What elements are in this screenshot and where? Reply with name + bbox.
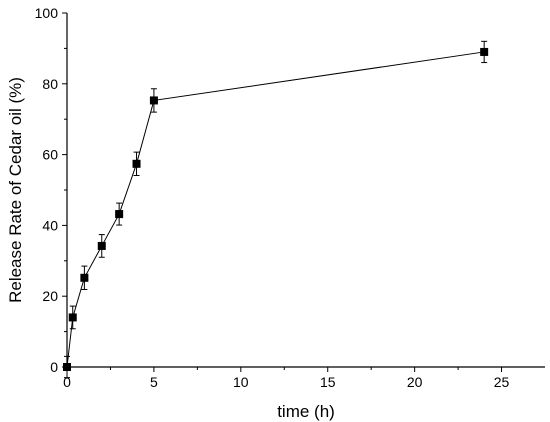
- x-tick-label: 5: [150, 374, 158, 390]
- y-tick-label: 20: [42, 288, 58, 304]
- y-ticks: 0 20 40 60 80 100: [35, 5, 67, 375]
- y-axis-title: Release Rate of Cedar oil (%): [6, 77, 25, 303]
- plot-area: [63, 40, 489, 379]
- x-tick-label: 15: [320, 374, 336, 390]
- data-point: [97, 241, 106, 250]
- x-axis-title: time (h): [277, 402, 335, 421]
- data-point: [68, 313, 77, 322]
- series-line: [66, 51, 485, 368]
- x-tick-label: 0: [63, 374, 71, 390]
- y-tick-label: 80: [42, 76, 58, 92]
- data-point: [149, 96, 158, 105]
- data-point: [132, 159, 141, 168]
- y-tick-label: 100: [35, 5, 59, 21]
- y-tick-label: 0: [50, 359, 58, 375]
- x-ticks: 0 5 10 15 20 25: [63, 367, 510, 390]
- y-tick-label: 40: [42, 217, 58, 233]
- data-point: [80, 273, 89, 282]
- data-point: [63, 363, 71, 371]
- axes: [66, 13, 545, 368]
- x-tick-label: 25: [494, 374, 510, 390]
- data-point: [480, 47, 489, 56]
- x-tick-label: 10: [233, 374, 249, 390]
- x-tick-label: 20: [407, 374, 423, 390]
- y-tick-label: 60: [42, 147, 58, 163]
- data-point: [115, 210, 124, 219]
